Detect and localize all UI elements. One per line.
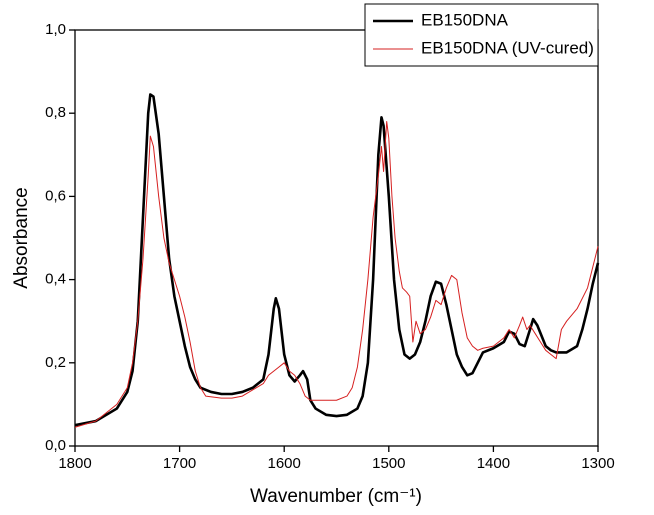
- x-tick-label: 1400: [477, 455, 510, 472]
- y-tick-label: 1,0: [45, 21, 66, 38]
- y-tick-label: 0,2: [45, 354, 66, 371]
- x-tick-label: 1600: [268, 455, 301, 472]
- x-tick-label: 1300: [581, 455, 614, 472]
- legend-label: EB150DNA (UV-cured): [421, 38, 594, 57]
- legend-box: [364, 3, 599, 67]
- plot-frame: [74, 29, 599, 447]
- legend-label: EB150DNA: [421, 10, 509, 29]
- x-tick-label: 1500: [372, 455, 405, 472]
- x-tick-label: 1800: [58, 455, 91, 472]
- y-axis-title: Absorbance: [11, 187, 32, 288]
- spectrum-line: [74, 93, 600, 427]
- y-tick-label: 0,4: [45, 271, 66, 288]
- y-tick-label: 0,8: [45, 104, 66, 121]
- y-tick-label: 0,6: [45, 187, 66, 204]
- x-axis-title: Wavenumber (cm⁻¹): [250, 486, 422, 507]
- y-tick-label: 0,0: [45, 437, 66, 454]
- x-tick-label: 1700: [163, 455, 196, 472]
- spectrum-line: [74, 121, 599, 428]
